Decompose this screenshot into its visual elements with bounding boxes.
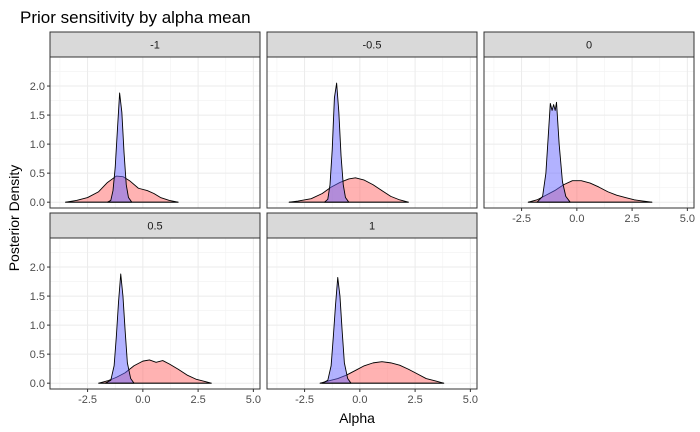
y-tick-label: 1.0 [30,320,45,332]
facet-strip [266,31,478,58]
panel-border [49,56,261,209]
facet-strip-label: -1 [150,40,160,52]
x-tick-label: 5.0 [463,394,478,406]
x-axis-label: Alpha [339,410,375,426]
facet-strip-label: 1 [369,221,375,233]
facet-strip-label: 0 [586,40,592,52]
density-area [324,82,350,203]
x-tick-label: 0.0 [135,394,150,406]
plot-background [267,57,477,208]
x-tick-label: -2.5 [512,213,531,225]
y-axis-label: Posterior Density [6,165,22,272]
x-tick-label: 2.5 [624,213,639,225]
chart-title: Prior sensitivity by alpha mean [20,8,251,27]
y-tick-label: 0.0 [30,378,45,390]
facet-panel: -0.5 [266,31,478,209]
facet-strip-label: -0.5 [363,40,382,52]
panel-border [266,237,478,390]
x-tick-label: 5.0 [680,213,695,225]
panel-border [483,56,695,209]
x-tick-label: 2.5 [407,394,422,406]
x-tick-label: -2.5 [78,394,97,406]
x-tick-label: 0.0 [569,213,584,225]
x-tick-label: 0.0 [352,394,367,406]
x-tick-label: 5.0 [246,394,261,406]
panel-border [49,237,261,390]
density-area [104,273,135,384]
facet-panel: -1 0.0 0.5 1.0 1.5 2.0 [30,31,261,209]
facet-panel: 0.5 0.0 0.5 1.0 1.5 2.0 -2.5 0.0 2.5 5.0 [30,212,261,406]
density-area [107,92,133,203]
panel-border [266,56,478,209]
y-tick-label: 1.0 [30,139,45,151]
facet-panel: 1 -2.5 0.0 2.5 5.0 [266,212,478,406]
facet-strip-label: 0.5 [147,221,162,233]
y-tick-label: 0.5 [30,168,45,180]
y-tick-label: 0.5 [30,349,45,361]
x-tick-label: 2.5 [190,394,205,406]
facet-panel: 0 -2.5 0.0 2.5 5.0 [483,31,695,225]
y-tick-label: 1.5 [30,291,45,303]
facet-strip [49,212,261,239]
y-tick-label: 2.0 [30,81,45,93]
facet-panels: -10.00.51.01.52.0-0.5 0-2.5 0.0 2.5 5.00.50.… [30,31,695,406]
plot-background [50,57,260,208]
facet-strip [266,212,478,239]
density-area [321,277,352,384]
density-area [288,177,409,203]
y-tick-label: 1.5 [30,110,45,122]
y-tick-label: 2.0 [30,262,45,274]
y-tick-label: 0.0 [30,197,45,209]
x-tick-label: -2.5 [295,394,314,406]
facet-strip [49,31,261,58]
density-area [536,101,571,203]
